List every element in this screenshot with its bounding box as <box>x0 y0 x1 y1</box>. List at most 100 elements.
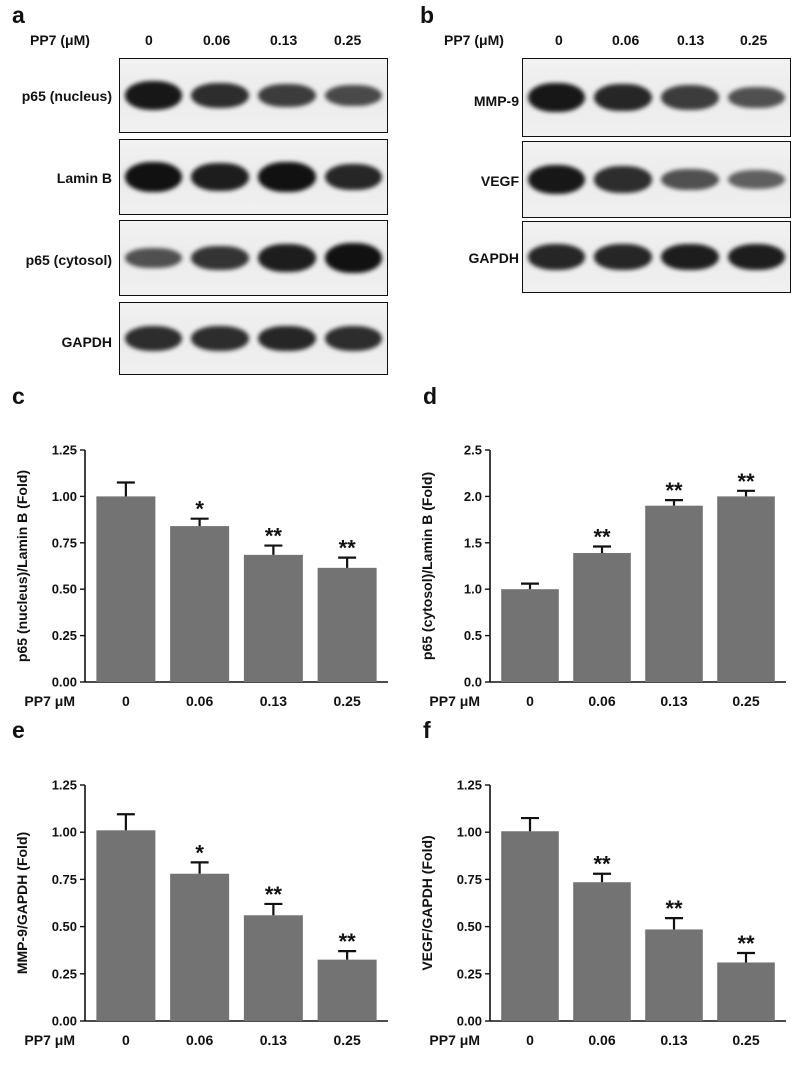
y-tick-label: 0.25 <box>457 966 482 981</box>
x-tick-label: 0.13 <box>660 1032 687 1048</box>
blot-band <box>191 163 249 191</box>
blot-b-header-label: PP7 (μM) <box>444 32 504 48</box>
blot-b-strip-0 <box>522 58 791 137</box>
significance-label: ** <box>737 469 755 494</box>
blot-band <box>727 243 786 271</box>
x-axis-prefix-label: PP7 μM <box>429 1032 480 1048</box>
bar <box>170 526 230 682</box>
bar <box>573 553 631 682</box>
x-tick-label: 0.25 <box>732 693 759 709</box>
blot-b-dose-2: 0.13 <box>677 32 705 48</box>
blot-b-row-label-1: VEGF <box>480 173 519 189</box>
y-tick-label: 0.50 <box>457 919 482 934</box>
blot-b-row-label-2: GAPDH <box>468 250 519 266</box>
y-tick-label: 0.25 <box>52 628 77 643</box>
panel-letter-e: e <box>12 717 25 743</box>
x-tick-label: 0.25 <box>334 1032 361 1048</box>
blot-b-row-label-0: MMP-9 <box>473 93 519 109</box>
blot-a-dose-2: 0.13 <box>270 32 298 48</box>
y-tick-label: 1.00 <box>52 825 77 840</box>
bar <box>645 929 703 1021</box>
y-tick-label: 1.0 <box>464 582 482 597</box>
blot-band <box>727 86 786 109</box>
blot-a-strip-2 <box>119 220 388 296</box>
blot-a-row-label-0: p65 (nucleus) <box>21 88 112 104</box>
blot-band <box>324 243 383 273</box>
x-axis-prefix-label: PP7 μM <box>429 693 480 709</box>
y-tick-label: 1.00 <box>457 825 482 840</box>
y-tick-label: 0.75 <box>457 872 482 887</box>
bar <box>243 915 303 1021</box>
y-tick-label: 0.00 <box>457 1014 482 1029</box>
blot-band <box>661 243 719 271</box>
blot-band <box>124 81 183 110</box>
y-axis-label: p65 (nucleus)/Lamin B (Fold) <box>14 470 30 662</box>
blot-band <box>191 245 249 271</box>
blot-band <box>527 164 586 194</box>
significance-label: ** <box>593 525 611 550</box>
bar <box>96 830 156 1021</box>
y-tick-label: 0.75 <box>52 535 77 550</box>
x-tick-label: 0.13 <box>260 1032 287 1048</box>
blot-a-dose-0: 0 <box>145 32 153 48</box>
bar <box>717 962 775 1021</box>
blot-band <box>594 244 652 270</box>
significance-label: ** <box>339 929 357 954</box>
x-tick-label: 0.13 <box>660 693 687 709</box>
blot-a-strip-3 <box>119 302 388 375</box>
blot-b-dose-1: 0.06 <box>612 32 640 48</box>
y-tick-label: 0.00 <box>52 1014 77 1029</box>
chart-panel-e: 0.00 0.25 0.50 0.75 1.00 1.25 MMP-9/GAPDH (Fol… <box>14 778 388 1048</box>
bar <box>717 496 775 682</box>
significance-label: ** <box>665 896 683 921</box>
x-tick-label: 0.06 <box>588 693 615 709</box>
blot-band <box>191 82 249 109</box>
panel-letter-a: a <box>12 2 25 28</box>
bar <box>501 831 559 1021</box>
y-tick-label: 0.75 <box>52 872 77 887</box>
x-tick-label: 0 <box>122 1032 130 1048</box>
bar <box>645 505 703 682</box>
significance-label: ** <box>265 524 283 549</box>
blot-band <box>661 168 719 191</box>
y-tick-label: 0.50 <box>52 582 77 597</box>
blot-a-strip-0 <box>119 58 388 133</box>
x-tick-label: 0 <box>526 1032 534 1048</box>
x-tick-label: 0.06 <box>588 1032 615 1048</box>
y-tick-label: 1.25 <box>52 443 77 458</box>
blot-a-strip-1 <box>119 139 388 215</box>
blot-band <box>258 162 316 192</box>
blot-a-row-label-1: Lamin B <box>56 170 112 186</box>
y-tick-label: 1.25 <box>52 778 77 793</box>
bar <box>501 589 559 682</box>
blot-b-strip-2 <box>522 221 791 293</box>
blot-band <box>661 85 719 110</box>
bar <box>170 873 230 1021</box>
blot-band <box>124 162 183 192</box>
significance-label: ** <box>737 931 755 956</box>
blot-a-row-label-3: GAPDH <box>61 334 112 350</box>
y-tick-label: 1.5 <box>464 535 482 550</box>
blot-b-strip-1 <box>522 141 791 218</box>
blot-a-row-label-2: p65 (cytosol) <box>25 252 112 268</box>
blot-b-dose-0: 0 <box>555 32 563 48</box>
blot-band <box>258 325 316 352</box>
blot-band <box>124 326 183 351</box>
panel-letter-b: b <box>420 2 435 28</box>
blot-band <box>594 166 652 193</box>
significance-label: ** <box>665 478 683 503</box>
x-tick-label: 0 <box>122 693 130 709</box>
bar <box>243 554 303 682</box>
y-tick-label: 0.25 <box>52 966 77 981</box>
blot-a-dose-3: 0.25 <box>334 32 362 48</box>
x-tick-label: 0.06 <box>186 1032 213 1048</box>
blot-band <box>324 163 383 191</box>
significance-label: ** <box>265 882 283 907</box>
blot-band <box>191 326 249 351</box>
blot-band <box>527 244 586 270</box>
x-tick-label: 0.25 <box>334 693 361 709</box>
x-axis-prefix-label: PP7 μM <box>24 1032 75 1048</box>
x-axis-prefix-label: PP7 μM <box>24 693 75 709</box>
y-tick-label: 2.5 <box>464 443 482 458</box>
bar <box>317 959 377 1021</box>
